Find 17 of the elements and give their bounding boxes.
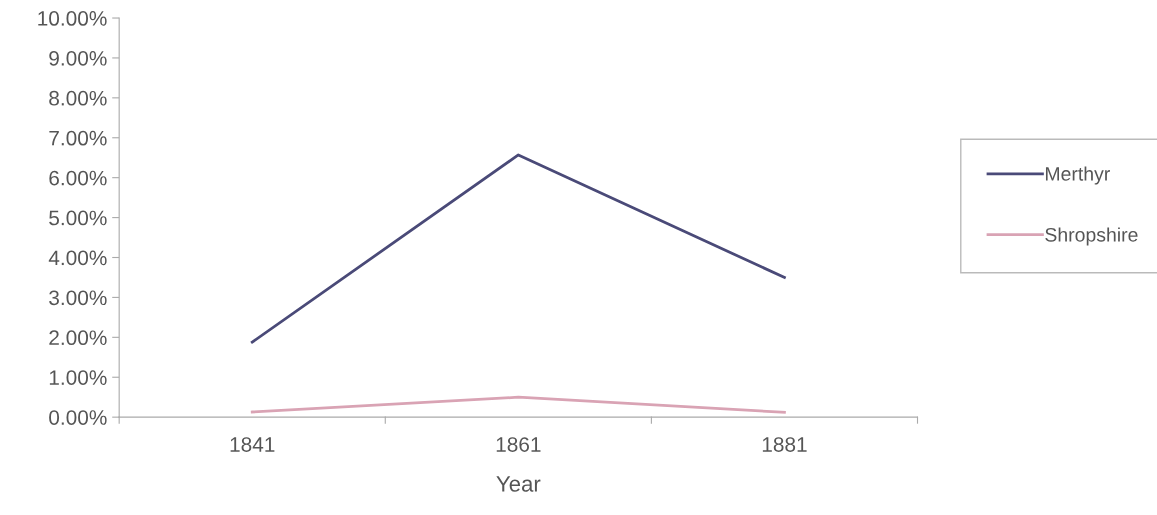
legend-label: Shropshire	[1045, 227, 1138, 246]
x-tick-label: 1881	[762, 437, 807, 452]
y-tick-label: 3.00%	[49, 290, 107, 306]
y-tick-label: 10.00%	[38, 11, 107, 26]
y-tick-label: 8.00%	[49, 90, 107, 106]
y-tick-label: 6.00%	[49, 170, 107, 186]
legend-label: Merthyr	[1045, 166, 1110, 185]
y-tick-label: 0.00%	[49, 410, 107, 425]
y-tick-label: 7.00%	[49, 130, 107, 146]
x-tick-label: 1861	[496, 437, 541, 452]
x-tick-label: 1841	[230, 437, 275, 452]
x-axis-title: Year	[496, 476, 541, 492]
y-tick-label: 2.00%	[49, 330, 107, 346]
y-tick-label: 5.00%	[49, 210, 107, 226]
y-tick-label: 9.00%	[49, 50, 107, 66]
y-tick-label: 1.00%	[49, 370, 107, 385]
y-tick-label: 4.00%	[48, 250, 107, 266]
